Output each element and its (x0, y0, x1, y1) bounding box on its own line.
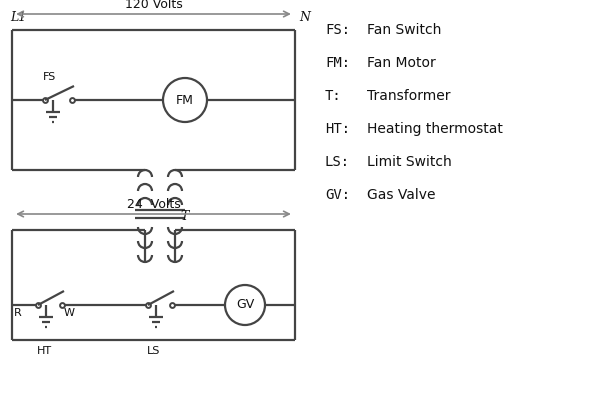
Text: FS:: FS: (325, 23, 350, 37)
Text: LS: LS (148, 346, 160, 356)
Text: GV: GV (236, 298, 254, 312)
Text: FM: FM (176, 94, 194, 106)
Text: LS:: LS: (325, 155, 350, 169)
Text: Heating thermostat: Heating thermostat (367, 122, 503, 136)
Text: T:: T: (325, 89, 342, 103)
Text: Gas Valve: Gas Valve (367, 188, 435, 202)
Text: W: W (64, 308, 75, 318)
Text: GV:: GV: (325, 188, 350, 202)
Text: FS: FS (43, 72, 56, 82)
Text: T: T (180, 210, 188, 222)
Text: Transformer: Transformer (367, 89, 451, 103)
Text: L1: L1 (10, 11, 26, 24)
Text: Fan Switch: Fan Switch (367, 23, 441, 37)
Text: N: N (299, 11, 310, 24)
Text: 120 Volts: 120 Volts (124, 0, 182, 11)
Text: Fan Motor: Fan Motor (367, 56, 436, 70)
Text: HT: HT (37, 346, 51, 356)
Text: 24  Volts: 24 Volts (127, 198, 181, 211)
Text: R: R (14, 308, 22, 318)
Text: Limit Switch: Limit Switch (367, 155, 452, 169)
Text: FM:: FM: (325, 56, 350, 70)
Text: HT:: HT: (325, 122, 350, 136)
